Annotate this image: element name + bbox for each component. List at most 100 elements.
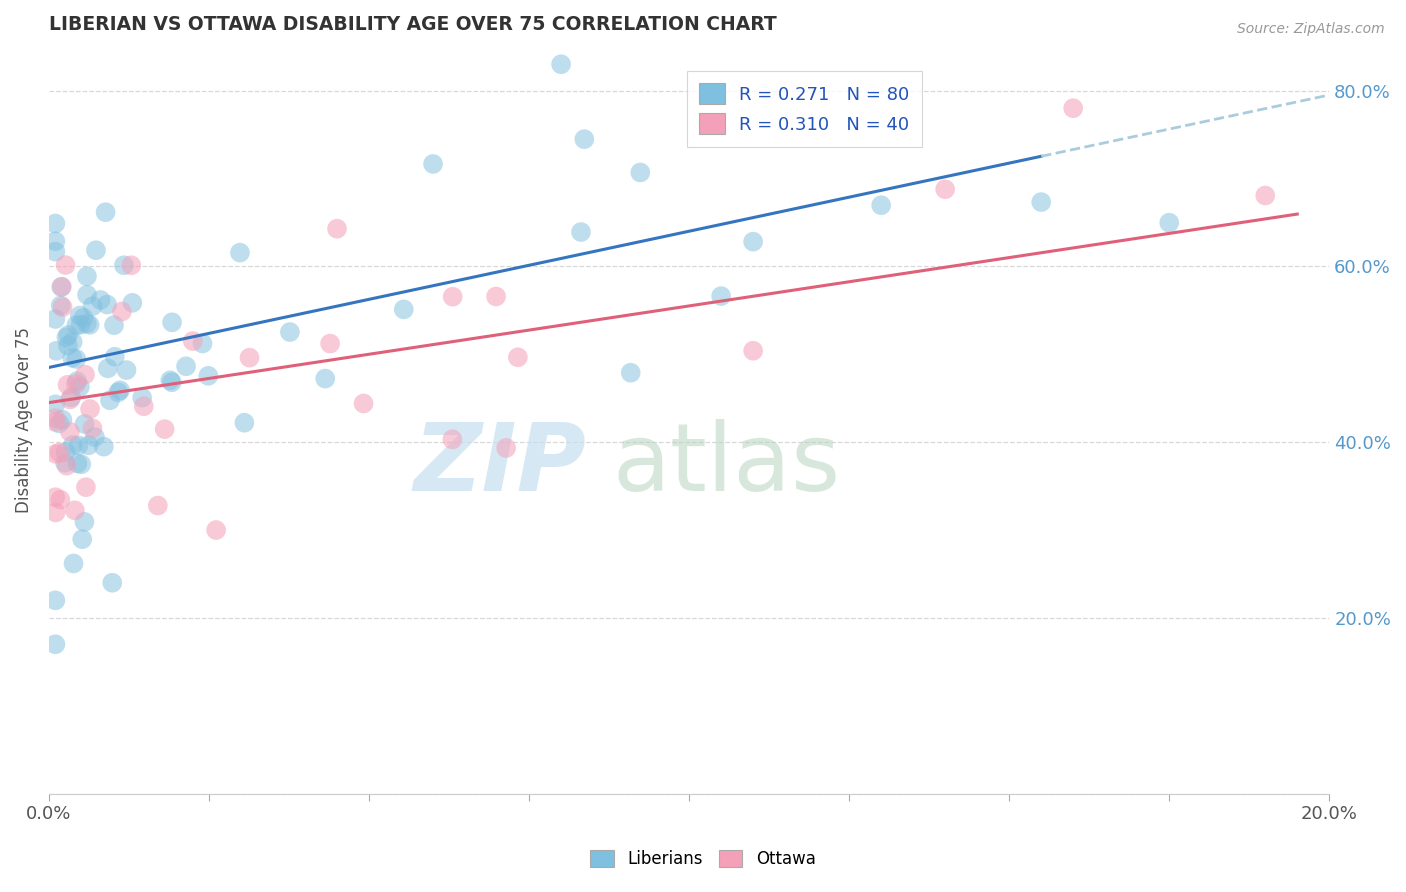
- Point: [159, 373, 181, 387]
- Point: [45, 447, 67, 461]
- Point: [44, 244, 66, 259]
- Point: [103, 318, 125, 333]
- Point: [104, 350, 127, 364]
- Point: [44, 490, 66, 504]
- Legend: Liberians, Ottawa: Liberians, Ottawa: [583, 843, 823, 875]
- Point: [49, 492, 72, 507]
- Point: [550, 57, 572, 71]
- Point: [66, 374, 89, 388]
- Point: [353, 396, 375, 410]
- Point: [153, 422, 176, 436]
- Point: [72, 310, 94, 325]
- Point: [96, 297, 118, 311]
- Point: [60, 391, 83, 405]
- Point: [229, 245, 252, 260]
- Point: [77, 438, 100, 452]
- Point: [44, 637, 66, 651]
- Point: [107, 385, 129, 400]
- Point: [82, 299, 104, 313]
- Point: [48, 445, 70, 459]
- Point: [44, 397, 66, 411]
- Point: [65, 318, 87, 333]
- Point: [59, 425, 82, 439]
- Legend: R = 0.271   N = 80, R = 0.310   N = 40: R = 0.271 N = 80, R = 0.310 N = 40: [686, 70, 922, 146]
- Point: [44, 217, 66, 231]
- Point: [112, 258, 135, 272]
- Point: [485, 289, 508, 303]
- Point: [56, 338, 79, 352]
- Point: [44, 415, 66, 429]
- Point: [84, 244, 107, 258]
- Point: [94, 205, 117, 219]
- Point: [55, 458, 77, 473]
- Point: [62, 557, 84, 571]
- Point: [51, 280, 73, 294]
- Point: [67, 438, 90, 452]
- Text: ZIP: ZIP: [413, 419, 586, 511]
- Point: [73, 368, 96, 382]
- Point: [506, 351, 529, 365]
- Y-axis label: Disability Age Over 75: Disability Age Over 75: [15, 327, 32, 513]
- Point: [73, 417, 96, 431]
- Point: [160, 376, 183, 390]
- Point: [59, 392, 82, 407]
- Point: [53, 456, 76, 470]
- Point: [66, 457, 89, 471]
- Text: LIBERIAN VS OTTAWA DISABILITY AGE OVER 75 CORRELATION CHART: LIBERIAN VS OTTAWA DISABILITY AGE OVER 7…: [49, 15, 776, 34]
- Point: [569, 225, 592, 239]
- Point: [441, 290, 464, 304]
- Point: [51, 413, 73, 427]
- Point: [1159, 216, 1181, 230]
- Point: [63, 503, 86, 517]
- Point: [69, 318, 91, 332]
- Point: [197, 368, 219, 383]
- Point: [132, 399, 155, 413]
- Point: [1254, 188, 1277, 202]
- Point: [44, 312, 66, 326]
- Point: [70, 457, 93, 471]
- Point: [55, 445, 77, 459]
- Point: [79, 318, 101, 332]
- Point: [441, 433, 464, 447]
- Point: [44, 593, 66, 607]
- Point: [65, 351, 87, 366]
- Point: [742, 235, 765, 249]
- Point: [45, 343, 67, 358]
- Point: [76, 317, 98, 331]
- Point: [62, 438, 84, 452]
- Point: [69, 380, 91, 394]
- Point: [392, 302, 415, 317]
- Point: [73, 515, 96, 529]
- Point: [58, 328, 80, 343]
- Point: [1062, 101, 1084, 115]
- Point: [65, 377, 87, 392]
- Point: [238, 351, 260, 365]
- Point: [44, 411, 66, 425]
- Point: [75, 480, 97, 494]
- Point: [233, 416, 256, 430]
- Point: [101, 575, 124, 590]
- Text: atlas: atlas: [612, 419, 841, 511]
- Point: [111, 304, 134, 318]
- Point: [45, 505, 67, 519]
- Point: [620, 366, 643, 380]
- Point: [174, 359, 197, 374]
- Point: [51, 279, 73, 293]
- Point: [278, 325, 301, 339]
- Point: [870, 198, 893, 212]
- Point: [79, 402, 101, 417]
- Point: [205, 523, 228, 537]
- Point: [422, 157, 444, 171]
- Point: [108, 384, 131, 398]
- Point: [69, 309, 91, 323]
- Text: Source: ZipAtlas.com: Source: ZipAtlas.com: [1237, 22, 1385, 37]
- Point: [146, 499, 169, 513]
- Point: [56, 377, 79, 392]
- Point: [55, 258, 77, 272]
- Point: [89, 293, 111, 307]
- Point: [97, 361, 120, 376]
- Point: [55, 330, 77, 344]
- Point: [131, 391, 153, 405]
- Point: [710, 289, 733, 303]
- Point: [191, 336, 214, 351]
